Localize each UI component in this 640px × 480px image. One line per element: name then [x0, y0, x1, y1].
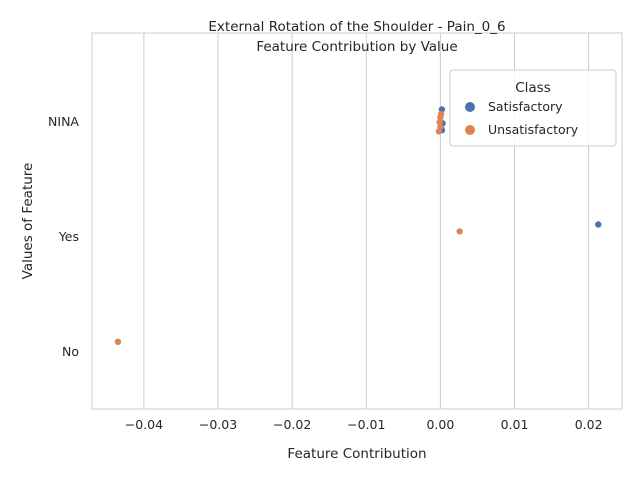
plot-frame — [91, 32, 623, 410]
x-tick-label: 0.00 — [426, 417, 454, 432]
legend-marker-satisfactory — [465, 102, 475, 112]
x-tick-label: 0.02 — [575, 417, 603, 432]
legend-label-satisfactory: Satisfactory — [488, 99, 563, 114]
legend: Class Satisfactory Unsatisfactory — [449, 69, 617, 147]
x-tick-label: −0.02 — [273, 417, 311, 432]
y-tick-labels: NINA Yes No — [48, 114, 79, 359]
x-tick-label: −0.03 — [199, 417, 237, 432]
data-point-satisfactory — [595, 221, 602, 228]
data-points — [114, 106, 602, 345]
x-axis-label: Feature Contribution — [287, 446, 426, 462]
legend-box — [449, 69, 617, 147]
x-tick-label: 0.01 — [501, 417, 529, 432]
data-point-unsatisfactory — [114, 338, 122, 345]
x-tick-label: −0.04 — [125, 417, 163, 432]
y-tick-label: Yes — [58, 229, 79, 244]
data-point-unsatisfactory — [435, 128, 443, 135]
grid-lines — [143, 33, 590, 409]
y-tick-label: NINA — [48, 114, 79, 129]
y-tick-label: No — [62, 344, 79, 359]
x-tick-labels: −0.04 −0.03 −0.02 −0.01 0.00 0.01 0.02 — [125, 417, 603, 432]
data-point-unsatisfactory — [456, 228, 463, 235]
legend-title: Class — [515, 80, 551, 96]
x-tick-label: −0.01 — [347, 417, 385, 432]
y-axis-label: Values of Feature — [20, 163, 36, 280]
chart-title: External Rotation of the Shoulder - Pain… — [208, 19, 505, 35]
chart-subtitle: Feature Contribution by Value — [256, 39, 457, 55]
legend-label-unsatisfactory: Unsatisfactory — [488, 122, 579, 137]
legend-marker-unsatisfactory — [465, 125, 475, 135]
